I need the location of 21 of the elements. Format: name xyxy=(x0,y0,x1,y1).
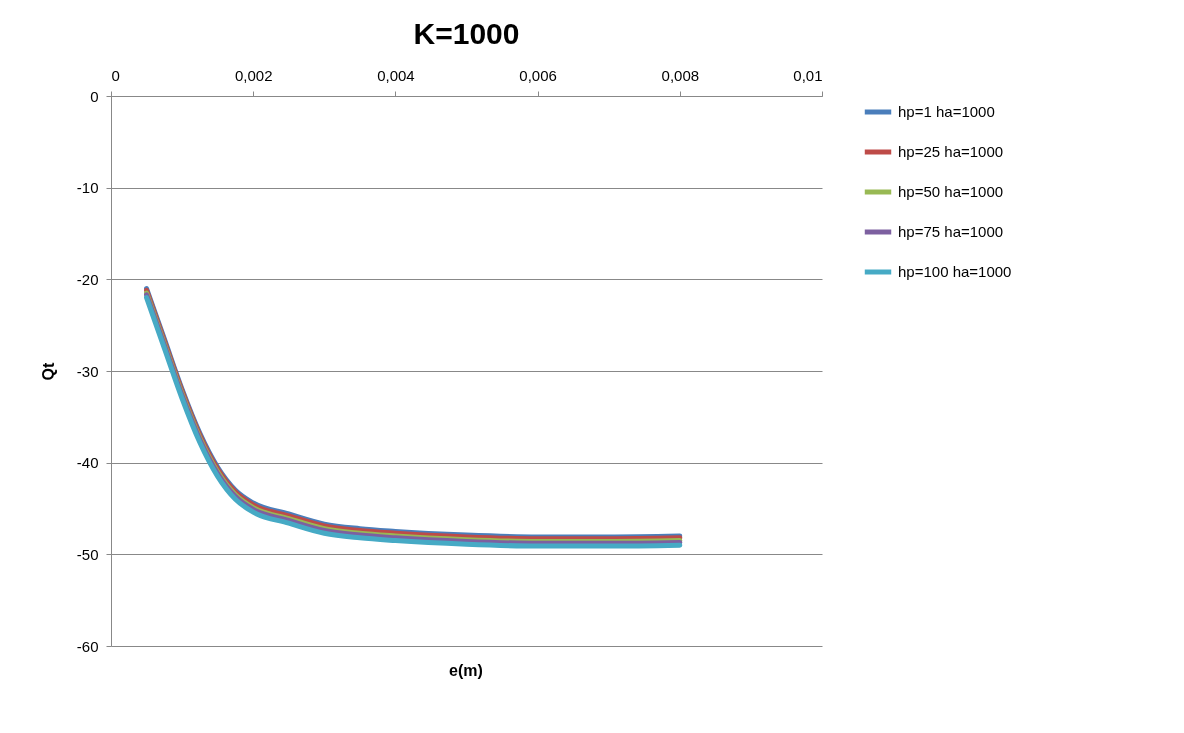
y-tick-label: -30 xyxy=(76,362,99,380)
x-tick-label: 0,006 xyxy=(519,66,557,84)
x-tick-label: 0,004 xyxy=(377,66,415,84)
y-tick-label: -20 xyxy=(76,270,99,288)
y-tick-label: -10 xyxy=(76,179,99,197)
y-tick-label: -60 xyxy=(76,637,99,655)
x-tick-label: 0 xyxy=(111,66,120,84)
x-axis-title: e(m) xyxy=(449,662,483,679)
x-tick-label: 0,002 xyxy=(234,66,273,84)
y-tick-label: -40 xyxy=(76,454,99,472)
chart-title: K=1000 xyxy=(413,17,520,50)
x-tick-label: 0,01 xyxy=(793,66,823,84)
legend-label: hp=75 ha=1000 xyxy=(898,223,1004,240)
y-axis-title: Qt xyxy=(39,361,57,381)
y-tick-label: -50 xyxy=(76,545,99,563)
legend-label: hp=50 ha=1000 xyxy=(898,183,1004,200)
legend-label: hp=1 ha=1000 xyxy=(898,103,995,120)
legend-label: hp=100 ha=1000 xyxy=(898,263,1012,280)
y-tick-label: 0 xyxy=(90,87,99,105)
legend-label: hp=25 ha=1000 xyxy=(898,143,1004,160)
x-tick-label: 0,008 xyxy=(661,66,700,84)
